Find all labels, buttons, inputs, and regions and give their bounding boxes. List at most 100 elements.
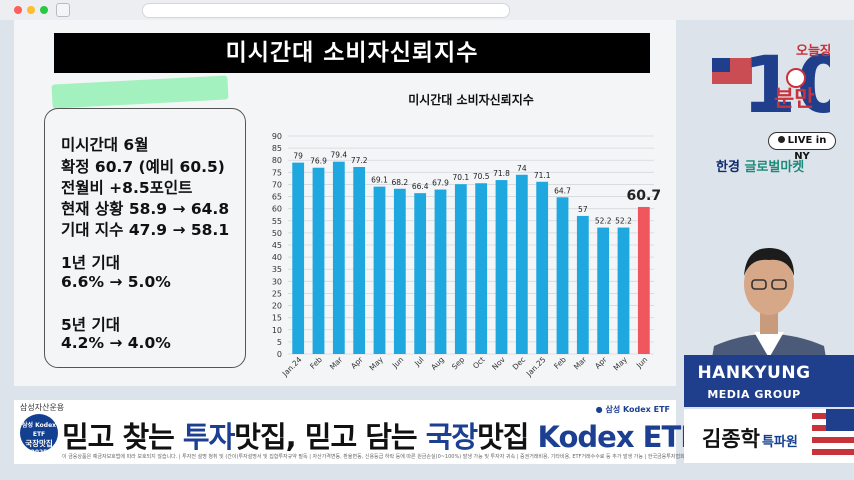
- bar-11: [515, 174, 528, 354]
- bar-6: [414, 193, 427, 354]
- y-tick-label: 55: [272, 217, 282, 226]
- bar-7: [434, 189, 447, 354]
- bar-9: [475, 183, 488, 354]
- chart-title: 미시간대 소비자신뢰지수: [408, 92, 534, 107]
- y-tick-label: 15: [272, 314, 282, 323]
- browser-chrome: [0, 0, 854, 20]
- tab-overview-icon[interactable]: [56, 3, 70, 17]
- bar-value-label-3: 77.2: [351, 156, 368, 165]
- y-tick-label: 25: [272, 289, 282, 298]
- sentiment-bar-chart: 미시간대 소비자신뢰지수 0 5 10 15 20 25 30 35 40 45 50 55 60 65 70…: [272, 92, 660, 379]
- bar-15: [597, 227, 610, 354]
- x-tick-label-4: May: [368, 355, 386, 373]
- bar-0: [292, 162, 305, 354]
- bar-value-label-10: 71.8: [493, 169, 510, 178]
- y-tick-label: 30: [272, 277, 282, 286]
- bar-value-label-4: 69.1: [371, 176, 388, 185]
- badge-line2: 국장맛집: [25, 439, 53, 448]
- bar-1: [312, 167, 325, 354]
- highlighter-mark: [51, 75, 229, 109]
- bar-5: [393, 188, 406, 354]
- bar-value-label-12: 71.1: [534, 171, 551, 180]
- bar-value-label-17: 60.7: [627, 188, 660, 204]
- y-tick-label: 65: [272, 193, 282, 202]
- location-pin-icon: ●: [595, 405, 603, 414]
- bar-10: [495, 180, 508, 354]
- sponsor-disclaimer: 이 금융상품은 예금자보호법에 따라 보호되지 않습니다. | 투자전 설명 청…: [62, 454, 803, 460]
- bar-16: [617, 227, 630, 354]
- y-tick-label: 5: [277, 338, 282, 347]
- bar-13: [556, 197, 569, 354]
- slide-title: 미시간대 소비자신뢰지수: [54, 33, 650, 73]
- sponsor-tag: ● 삼성 Kodex ETF: [596, 404, 670, 415]
- flag-canton-icon: [712, 58, 730, 72]
- us-flag-icon: [812, 409, 854, 463]
- bar-value-label-11: 74: [517, 164, 527, 173]
- x-tick-label-6: Jul: [412, 355, 425, 368]
- slogan-part3: 맛집, 믿고 담는: [234, 420, 426, 454]
- info-line-current: 현재 상황 58.9 → 64.8: [61, 200, 230, 218]
- logo-number: 10: [742, 41, 830, 130]
- info-line-month: 미시간대 6월: [61, 136, 149, 154]
- close-window-button[interactable]: [14, 6, 22, 14]
- logo-top-text: 오늘장: [796, 43, 830, 59]
- brand-name: 글로벌마켓: [744, 160, 805, 175]
- y-tick-label: 70: [272, 180, 282, 189]
- info-line-1y-label: 1년 기대: [61, 254, 120, 272]
- x-tick-label-7: Aug: [429, 355, 446, 372]
- bar-value-label-15: 52.2: [595, 217, 612, 226]
- sponsor-name: 삼성자산운용: [20, 403, 65, 412]
- info-line-mom: 전월비 +8.5포인트: [61, 179, 193, 197]
- presentation-slide: 미시간대 소비자신뢰지수 미시간대 6월 확정 60.7 (예비 60.5) 전…: [14, 20, 676, 386]
- info-line-5y-label: 5년 기대: [61, 316, 120, 334]
- info-box: 미시간대 6월 확정 60.7 (예비 60.5) 전월비 +8.5포인트 현재…: [44, 108, 246, 368]
- y-tick-label: 45: [272, 241, 282, 250]
- bar-14: [576, 215, 589, 354]
- info-line-5y-value: 4.2% → 4.0%: [61, 334, 171, 352]
- info-line-expect-index: 기대 지수 47.9 → 58.1: [61, 221, 230, 239]
- slogan-part6: Kodex ETF!: [537, 420, 713, 454]
- presenter-nameplate: 김종학 특파원: [684, 409, 854, 463]
- x-tick-label-0: Jan.24: [280, 355, 304, 379]
- presenter-name-wrap: 김종학 특파원: [702, 423, 798, 453]
- x-tick-label-8: Sep: [450, 355, 467, 372]
- x-tick-label-1: Feb: [308, 355, 324, 371]
- x-tick-label-14: Mar: [572, 354, 589, 371]
- live-dot-icon: [777, 136, 785, 143]
- media-plate: HANKYUNG MEDIA GROUP: [684, 355, 854, 407]
- maximize-window-button[interactable]: [40, 6, 48, 14]
- bar-value-label-13: 64.7: [554, 186, 571, 195]
- y-tick-label: 90: [272, 132, 282, 141]
- sponsor-banner: 삼성자산운용 ● 삼성 Kodex ETF 삼성 Kodex ETF 국장맛집 …: [14, 400, 803, 464]
- presenter-name: 김종학: [702, 427, 760, 451]
- y-tick-label: 10: [272, 326, 282, 335]
- bar-12: [536, 181, 549, 354]
- address-bar[interactable]: [142, 3, 510, 18]
- show-logo: 10 오늘장 분만: [712, 41, 830, 130]
- y-tick-label: 0: [277, 350, 282, 359]
- badge-line3: 2025: [30, 449, 48, 456]
- x-tick-label-3: Apr: [349, 354, 365, 370]
- x-tick-label-17: Jun: [634, 355, 650, 371]
- live-badge: LIVE in NY: [768, 132, 836, 162]
- bar-value-label-2: 79.4: [330, 151, 347, 160]
- y-tick-label: 85: [272, 144, 282, 153]
- y-tick-label: 50: [272, 229, 282, 238]
- bar-value-label-9: 70.5: [473, 172, 490, 181]
- media-company: HANKYUNG: [697, 363, 811, 383]
- bar-value-label-14: 57: [578, 205, 588, 214]
- bar-value-label-1: 76.9: [310, 157, 327, 166]
- slogan-part5: 맛집: [477, 420, 538, 454]
- presenter-title: 특파원: [761, 435, 798, 450]
- bar-17: [637, 206, 650, 354]
- bar-value-label-16: 52.2: [615, 217, 632, 226]
- x-tick-label-16: May: [612, 355, 630, 373]
- sponsor-badge: 삼성 Kodex ETF 국장맛집 2025: [20, 414, 58, 456]
- x-tick-label-12: Jan.25: [524, 355, 548, 379]
- bar-value-label-6: 66.4: [412, 182, 429, 191]
- program-brand: 한경 글로벌마켓: [716, 156, 804, 175]
- minimize-window-button[interactable]: [27, 6, 35, 14]
- y-tick-label: 60: [272, 205, 282, 214]
- sponsor-tag-text: 삼성 Kodex ETF: [605, 405, 670, 414]
- info-line-final: 확정 60.7 (예비 60.5): [61, 158, 225, 176]
